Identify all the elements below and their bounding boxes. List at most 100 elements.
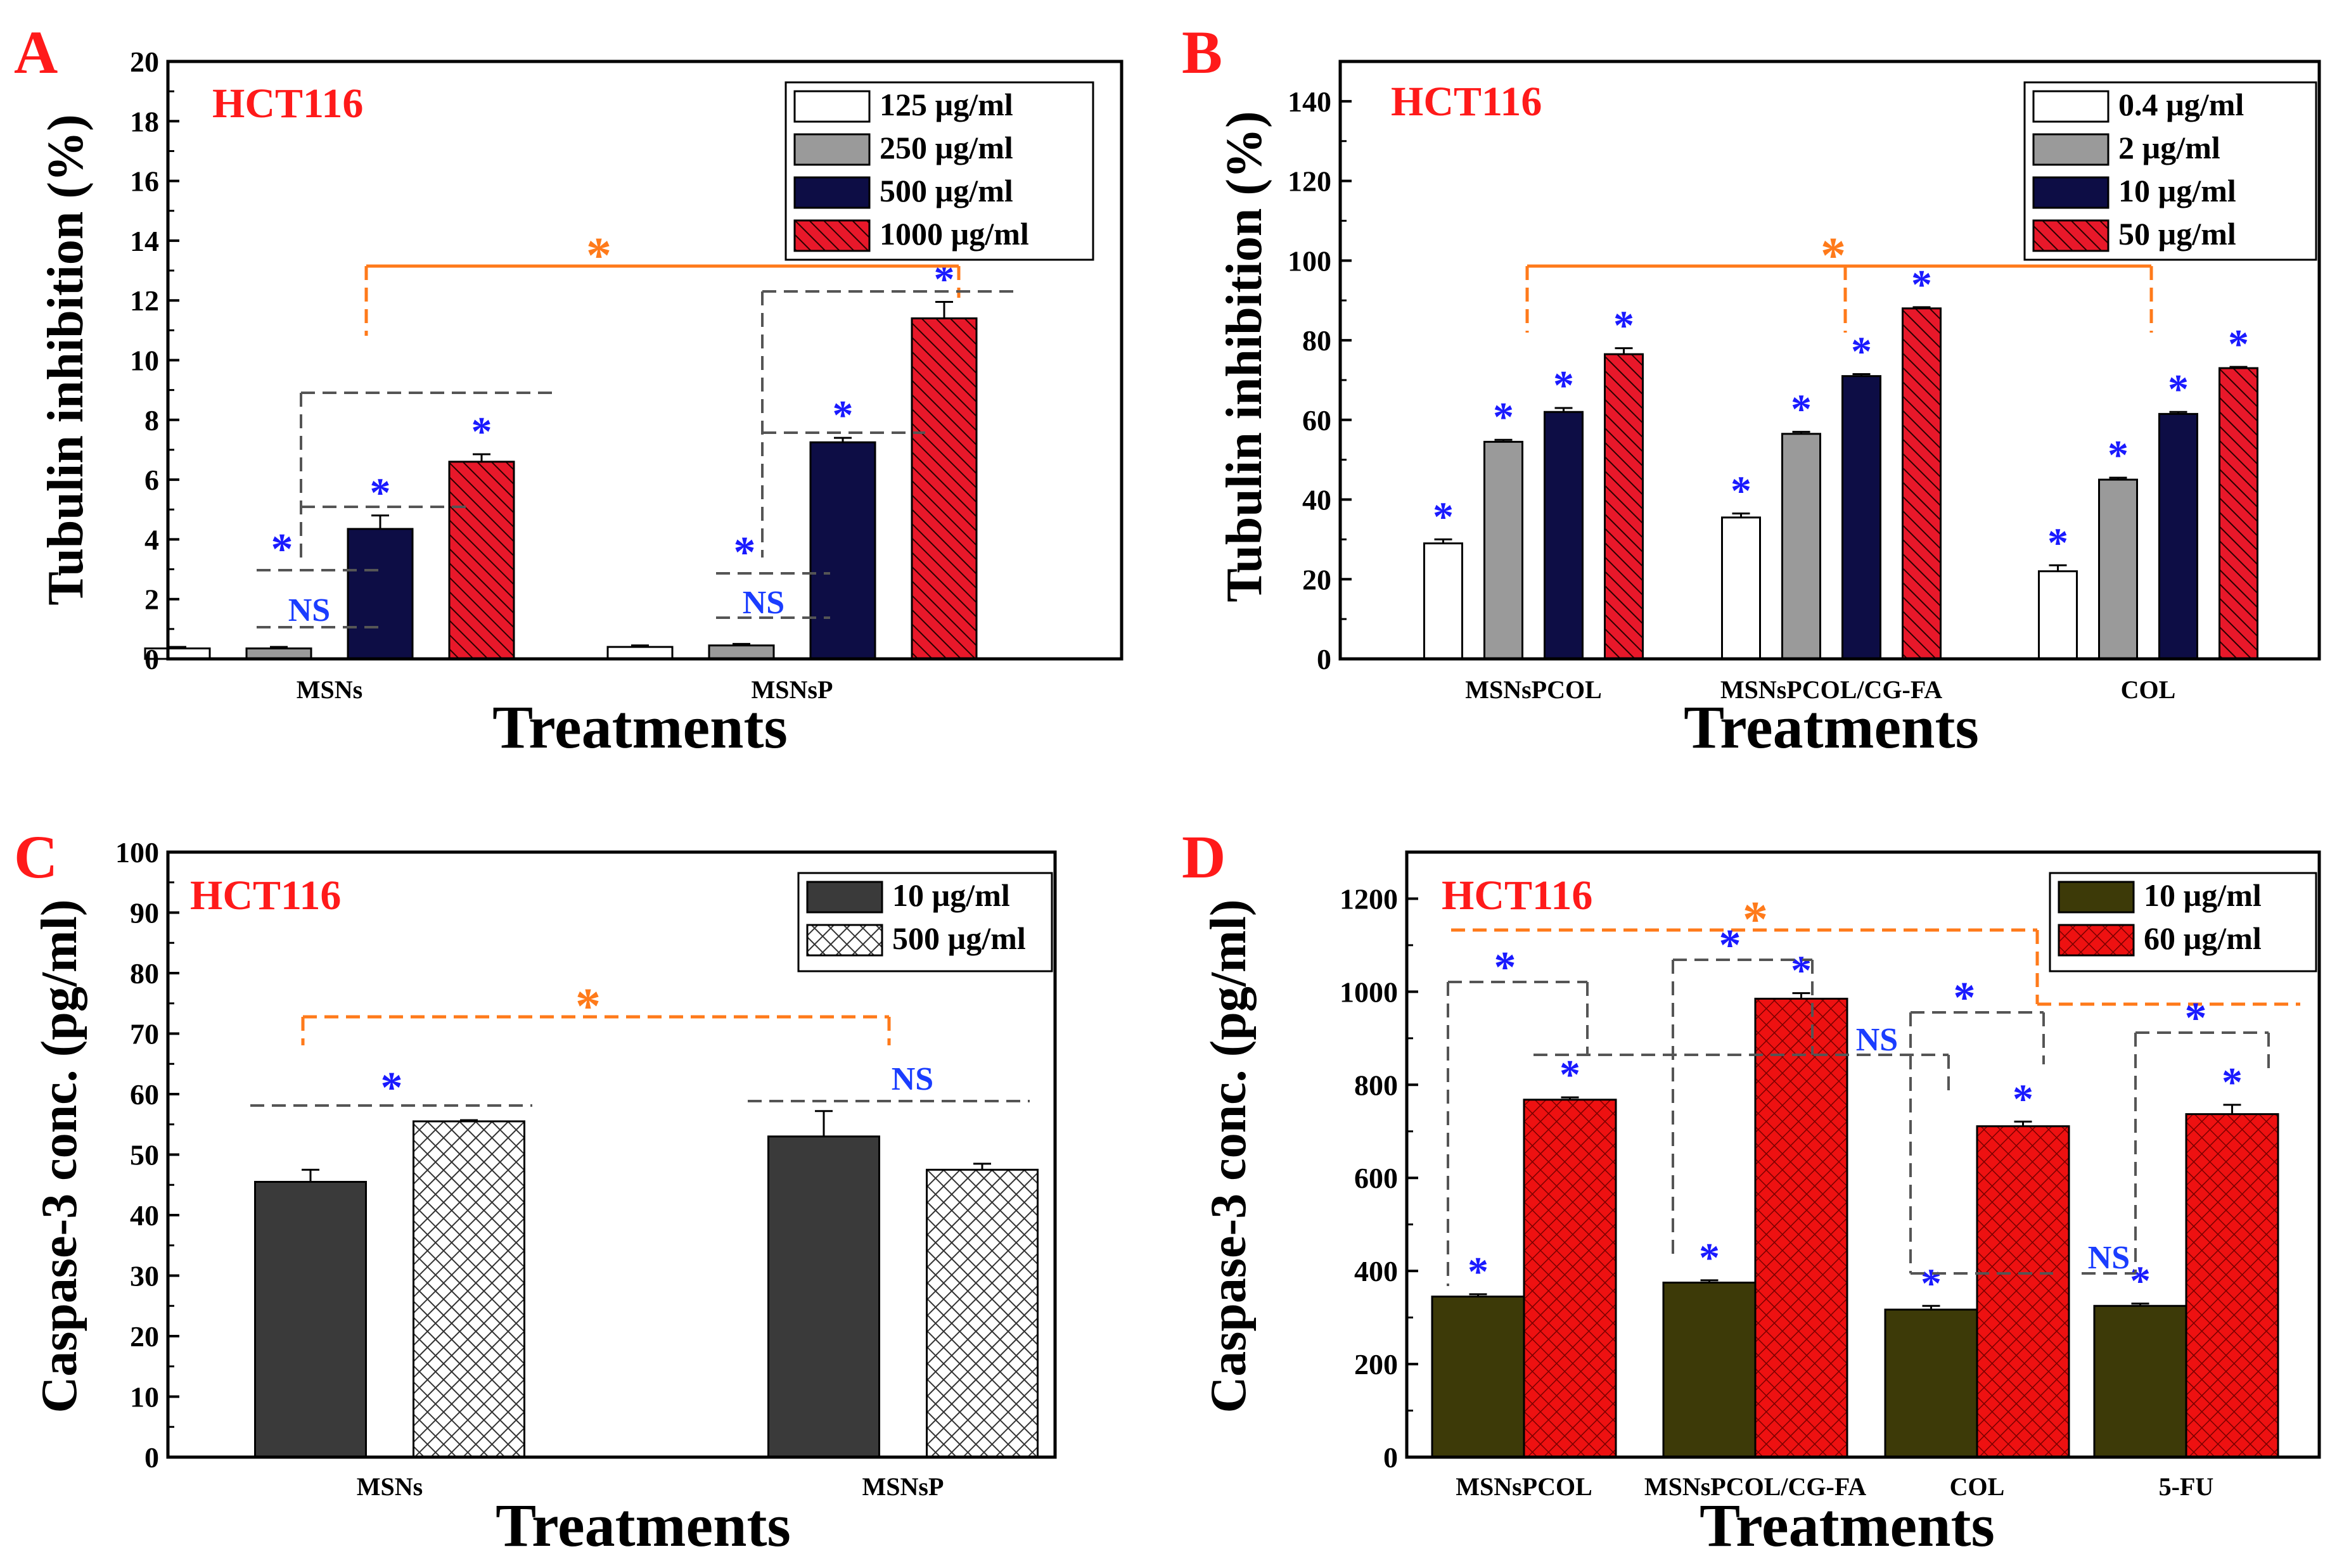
- significance-star: *: [1699, 1235, 1720, 1281]
- panel-a: A HCT116 Treatments Tubulin inhibition (…: [14, 18, 788, 761]
- significance-star: *: [1954, 974, 1976, 1023]
- y-tick-label: 60: [130, 1078, 159, 1111]
- bar: [1662, 1282, 1757, 1458]
- chart-a: * * MSNs * * MSNsP 0 2 4 6 8 10 12 14 16 18 20 125 µg/ml 2…: [130, 46, 1124, 704]
- significance-star: *: [2228, 321, 2249, 367]
- x-tick-label: MSNsPCOL: [1465, 675, 1602, 704]
- y-tick-label: 120: [1288, 165, 1331, 198]
- legend-swatch: [2032, 176, 2110, 209]
- y-axis-title-a: Tubulin inhibition (%): [38, 114, 94, 605]
- y-tick-label: 20: [1302, 563, 1331, 596]
- legend-swatch: [793, 176, 871, 209]
- group-star-d: *: [1743, 892, 1768, 948]
- legend-swatch: [2032, 133, 2110, 166]
- bar: [606, 646, 674, 660]
- significance-star: *: [381, 1064, 403, 1112]
- significance-star: *: [833, 392, 854, 438]
- panel-letter-a: A: [14, 18, 58, 86]
- bar: [347, 528, 414, 660]
- ns-label: NS: [288, 592, 330, 628]
- chart-d: **MSNsPCOL**MSNsPCOL/CG-FA**COL**5-FU020…: [1340, 850, 2321, 1501]
- y-tick-label: 1000: [1340, 976, 1398, 1008]
- legend-swatch: [793, 133, 871, 166]
- y-tick-label: 12: [130, 284, 159, 317]
- bar: [254, 1180, 367, 1458]
- legend-swatch: [806, 881, 883, 914]
- x-tick-label: MSNs: [297, 675, 362, 704]
- y-tick-label: 16: [130, 165, 159, 198]
- x-tick-label: MSNs: [357, 1472, 423, 1501]
- bar: [413, 1120, 525, 1458]
- legend-swatch: [2032, 219, 2110, 252]
- y-tick-label: 20: [130, 46, 159, 78]
- legend-label: 10 µg/ml: [2118, 173, 2236, 208]
- panel-letter-c: C: [14, 823, 58, 891]
- bar: [708, 644, 775, 660]
- significance-star: *: [934, 257, 955, 303]
- y-tick-label: 30: [130, 1260, 159, 1292]
- significance-star: *: [1494, 943, 1516, 992]
- cell-label-d: HCT116: [1442, 872, 1592, 919]
- bar: [2219, 367, 2258, 660]
- legend-label: 10 µg/ml: [892, 877, 1010, 913]
- group-star-a: *: [586, 228, 611, 284]
- bar: [809, 441, 876, 660]
- y-tick-label: 80: [1302, 324, 1331, 357]
- significance-star: *: [2168, 366, 2189, 412]
- panel-letter-d: D: [1182, 823, 1226, 891]
- cell-label-b: HCT116: [1391, 79, 1542, 125]
- y-tick-label: 0: [1317, 643, 1331, 675]
- significance-star: *: [734, 528, 756, 577]
- y-tick-label: 2: [144, 583, 159, 616]
- significance-star: *: [2047, 519, 2068, 566]
- x-axis-title-b: Treatments: [1684, 693, 1979, 761]
- y-tick-label: 40: [130, 1199, 159, 1232]
- legend-swatch: [2058, 881, 2135, 914]
- y-axis-title-d: Caspase-3 conc. (pg/ml): [1201, 899, 1257, 1413]
- legend-swatch: [806, 924, 883, 957]
- significance-star: *: [1911, 262, 1932, 308]
- ns-label: NS: [1856, 1022, 1898, 1058]
- y-tick-label: 400: [1354, 1255, 1398, 1287]
- y-tick-label: 1200: [1340, 883, 1398, 915]
- significance-star: *: [1851, 329, 1872, 375]
- significance-star: *: [2108, 432, 2129, 478]
- x-tick-label: MSNsPCOL: [1456, 1472, 1592, 1501]
- bar: [1523, 1099, 1617, 1458]
- cell-label-a: HCT116: [212, 80, 363, 127]
- bar: [2185, 1113, 2279, 1458]
- significance-star: *: [1921, 1260, 1942, 1306]
- legend-label: 125 µg/ml: [880, 87, 1013, 122]
- significance-star: *: [2013, 1076, 2033, 1122]
- significance-star: *: [1493, 394, 1514, 440]
- legend-swatch: [2058, 924, 2135, 957]
- y-tick-label: 70: [130, 1018, 159, 1050]
- y-tick-label: 20: [130, 1320, 159, 1353]
- y-tick-label: 80: [130, 957, 159, 990]
- bar: [1884, 1308, 1978, 1458]
- bar: [1604, 353, 1644, 660]
- significance-star: *: [1433, 494, 1454, 540]
- y-tick-label: 0: [144, 1441, 159, 1474]
- cell-label-c: HCT116: [190, 872, 341, 919]
- legend-label: 10 µg/ml: [2144, 877, 2262, 913]
- bar: [1544, 411, 1584, 660]
- ns-label: NS: [743, 585, 784, 621]
- y-tick-label: 60: [1302, 404, 1331, 437]
- bar: [1423, 542, 1463, 660]
- y-tick-label: 0: [1383, 1441, 1398, 1474]
- y-tick-label: 4: [144, 523, 159, 556]
- group-star-c: *: [575, 979, 601, 1035]
- legend-label: 1000 µg/ml: [880, 216, 1029, 252]
- panel-letter-b: B: [1182, 18, 1222, 86]
- y-tick-label: 0: [144, 643, 159, 675]
- chart-b: ****MSNsPCOL****MSNsPCOL/CG-FA****COL020…: [1288, 60, 2321, 704]
- bar: [1483, 440, 1523, 660]
- legend-label: 500 µg/ml: [892, 921, 1026, 956]
- bar: [1721, 516, 1761, 660]
- ns-label: NS: [2088, 1240, 2130, 1276]
- panel-d: D HCT116 Treatments Caspase-3 conc. (pg/…: [1182, 823, 1995, 1559]
- legend-swatch: [793, 90, 871, 123]
